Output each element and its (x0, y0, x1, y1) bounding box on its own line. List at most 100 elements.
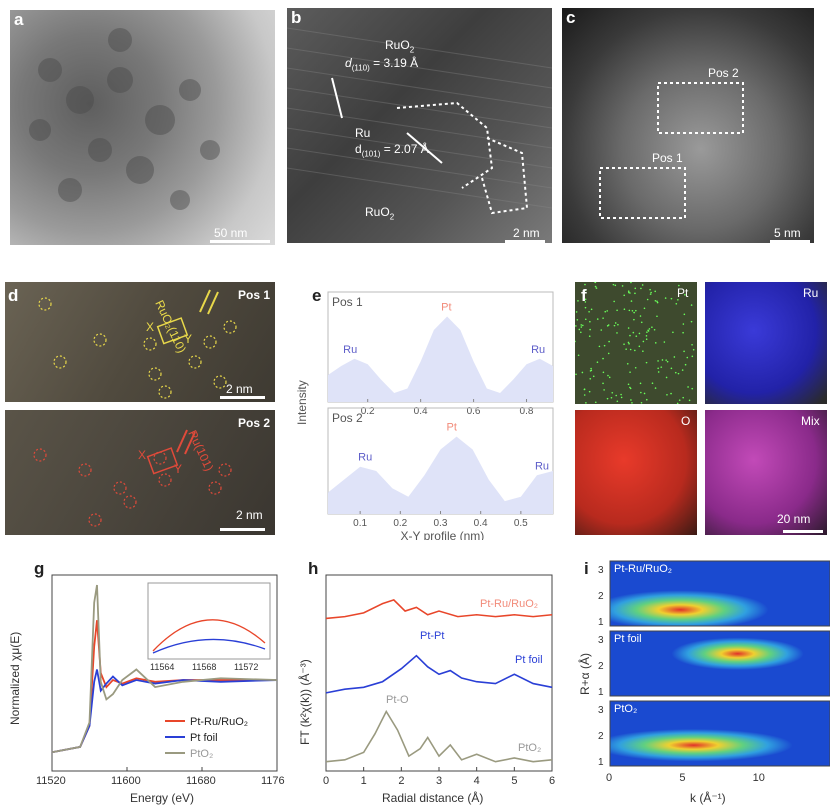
pt-dot (616, 309, 618, 312)
peak-label: Ru (358, 452, 372, 464)
ruo2-label-top: RuO2 (385, 38, 415, 55)
pt-dot (641, 284, 644, 286)
h-curve-label: Pt-Ru/RuO₂ (480, 598, 538, 610)
pt-dot (616, 400, 619, 403)
pt-dot (588, 335, 591, 337)
x-tick-label: 0.2 (361, 406, 375, 417)
x-marker-top: X (146, 320, 155, 334)
y-tick-label: 1 (598, 617, 604, 628)
pt-dot (634, 366, 637, 369)
pt-dot (628, 291, 630, 294)
pt-dot (628, 309, 631, 312)
pt-dot (683, 350, 685, 353)
pt-dot (577, 354, 580, 357)
inset-tick-label: 11568 (192, 662, 216, 672)
pt-dot (631, 309, 634, 312)
pt-dot (582, 324, 584, 327)
panel-letter-c: c (566, 8, 576, 27)
scale-bar-b (505, 240, 545, 243)
pt-dot (629, 371, 631, 373)
pt-dot (616, 332, 618, 334)
pt-dot (607, 352, 610, 355)
pt-dot (646, 298, 649, 301)
pt-dot (575, 373, 577, 376)
pt-dot (634, 349, 636, 352)
pt-dot (607, 374, 609, 377)
pt-dot (598, 345, 601, 348)
i-ylabel: R+α (Å) (578, 653, 592, 695)
pt-dot (603, 344, 606, 347)
pt-dot (629, 348, 632, 351)
tem-image-a (10, 10, 275, 245)
chart-g: 11520 11600 11680 11760 11564 11568 11572 Pt-Ru… (36, 574, 285, 787)
scale-bar-f (783, 530, 823, 533)
scale-bar-d-bottom (220, 528, 265, 531)
x-tick-label: 3 (436, 775, 442, 787)
pt-dot (638, 345, 641, 348)
pt-dot (678, 284, 680, 287)
lattice-texture (287, 27, 552, 215)
x-tick-label: 0 (606, 772, 612, 784)
pt-dot (578, 328, 581, 331)
panel-letter-a: a (14, 10, 24, 29)
pt-dot (640, 401, 643, 404)
pt-dot (640, 321, 643, 324)
y-tick-label: 2 (598, 731, 604, 742)
pt-dot (639, 315, 642, 317)
pt-dot (594, 285, 597, 288)
pt-dot (623, 343, 625, 346)
h-curve-label: Pt foil (515, 654, 543, 666)
pt-dot (620, 393, 622, 396)
pt-dot (690, 320, 693, 323)
pt-dot (627, 383, 630, 386)
pt-dot (646, 331, 648, 333)
x-tick-label: 1 (361, 775, 367, 787)
pt-dot (610, 396, 613, 399)
panel-letter-i: i (584, 559, 589, 578)
y-marker-top: Y (184, 332, 193, 346)
map-o (575, 410, 697, 535)
panel-letter-g: g (34, 559, 45, 578)
pt-dot (590, 369, 593, 372)
atom-markers-pos2 (33, 429, 232, 527)
pt-dot (592, 375, 595, 378)
scale-label-d-top: 2 nm (226, 382, 253, 396)
x-tick-label: 11600 (111, 775, 141, 787)
pt-dot (625, 348, 627, 350)
pt-dot (614, 322, 617, 324)
pt-dot (627, 327, 630, 329)
pt-dot (632, 331, 635, 334)
pt-dot (657, 371, 660, 373)
pt-dot (684, 363, 687, 366)
pt-dot (627, 341, 630, 344)
y-tick-label: 3 (598, 705, 604, 716)
pt-dot (639, 382, 642, 385)
panel-h: h 0 1 2 3 4 5 6 Pt-Ru/RuO₂ Pt-Pt Pt foil Pt-O PtO₂ … (290, 555, 565, 809)
x-tick-label: 11680 (186, 775, 216, 787)
map-mix (705, 410, 827, 535)
profile-title: Pos 1 (332, 295, 363, 309)
g-series-line (51, 669, 278, 754)
pt-dot (683, 313, 686, 316)
pt-dot (645, 398, 648, 401)
pt-dot (626, 363, 629, 365)
pt-dots (575, 282, 695, 404)
pt-dot (656, 315, 658, 318)
atom-markers-pos1 (38, 289, 237, 399)
x-marker-bottom: X (138, 448, 147, 462)
pt-dot (684, 293, 686, 296)
panel-e: e Pos 1 Ru Pt Ru 0.2 0.4 0.6 0.8 Pos 2 Ru Pt Ru 0.1 0… (290, 280, 560, 540)
pt-dot (672, 331, 674, 334)
h-curve-label: PtO₂ (518, 742, 541, 754)
peak-label: Pt (441, 302, 451, 314)
chart-e: Pos 1 Ru Pt Ru 0.2 0.4 0.6 0.8 Pos 2 Ru Pt Ru 0.1 0.2… (327, 291, 554, 540)
g-series-line (51, 584, 278, 754)
nanoparticle-texture (29, 28, 220, 210)
pt-dot (634, 287, 637, 290)
pt-dot (608, 340, 610, 343)
profile-area (328, 316, 553, 402)
label-i-ptfoil: Pt foil (614, 633, 642, 645)
x-tick-label: 0.1 (353, 518, 367, 529)
pt-dot (645, 361, 648, 364)
pt-dot (657, 360, 659, 362)
